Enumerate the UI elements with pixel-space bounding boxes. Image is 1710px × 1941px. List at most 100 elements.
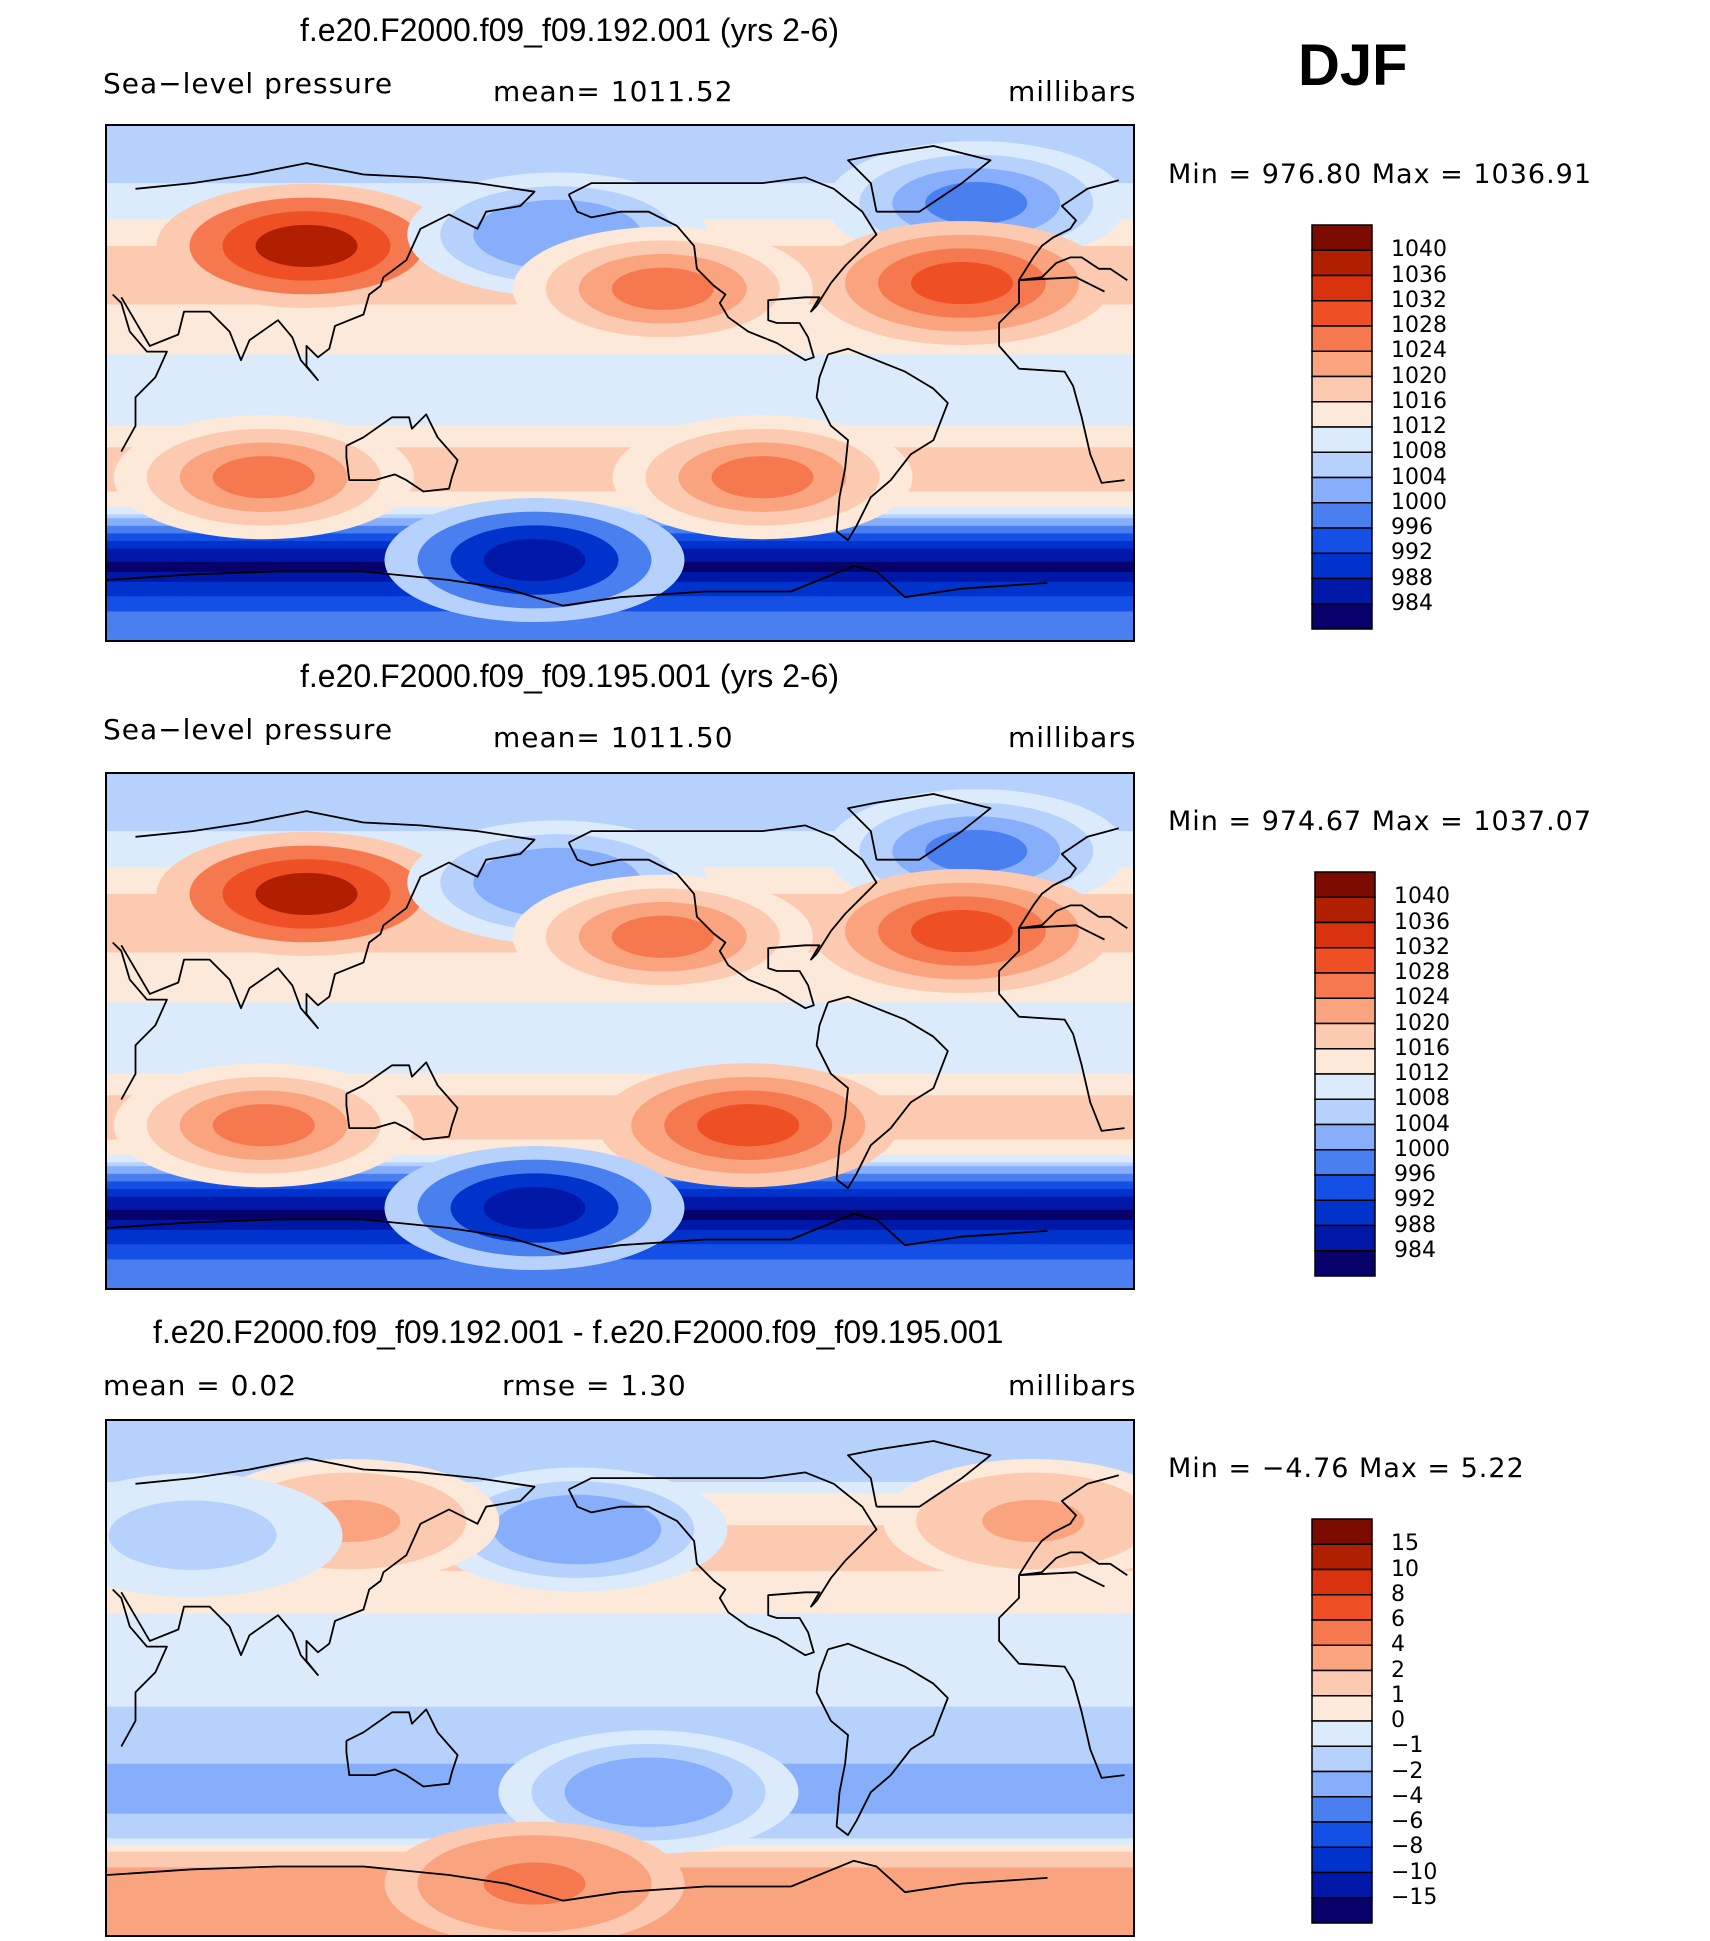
zonal-band [107, 390, 1133, 398]
panel1-variable-label: Sea−level pressure [103, 67, 394, 100]
zonal-band [107, 1283, 1133, 1288]
zonal-band [107, 1628, 1133, 1636]
zonal-band [107, 1440, 1133, 1451]
panel2-title: f.e20.F2000.f09_f09.195.001 (yrs 2-6) [300, 658, 840, 694]
continent-outline [847, 793, 992, 861]
colorbar-tick-label: 1000 [1391, 489, 1447, 515]
zonal-band [107, 802, 1133, 809]
zonal-band [107, 1620, 1133, 1629]
colorbar-box [1311, 249, 1373, 277]
colorbar-tick-label: 1036 [1391, 262, 1447, 288]
colorbar-box [1314, 1174, 1376, 1201]
zonal-band [107, 425, 1133, 434]
colorbar-tick-label: 8 [1391, 1581, 1405, 1607]
zonal-band [107, 1706, 1133, 1717]
colorbar-box [1311, 1695, 1373, 1722]
colorbar-box [1314, 972, 1376, 999]
colorbar-box [1311, 1594, 1373, 1621]
zonal-band [107, 779, 1133, 787]
colorbar-tick-label: 15 [1391, 1531, 1419, 1557]
colorbar-tick-label: 0 [1391, 1708, 1405, 1733]
continent-outline [567, 176, 878, 362]
zonal-band [107, 796, 1133, 804]
zonal-band [107, 630, 1133, 636]
zonal-band [107, 1725, 1133, 1736]
colorbar-tick-label: 1028 [1391, 313, 1447, 338]
zonal-band [107, 1649, 1133, 1658]
zonal-band [107, 1088, 1133, 1096]
zonal-band [107, 1687, 1133, 1698]
colorbar-tick-label: 996 [1394, 1162, 1436, 1187]
colorbar-box [1314, 1073, 1376, 1100]
colorbar-box [1311, 1821, 1373, 1848]
colorbar-box [1311, 1568, 1373, 1596]
colorbar-box [1314, 1224, 1376, 1252]
panel2-colorbar: 1040 1036 1032 1028 1024 1020 1016 1012 1008 1004… [1314, 871, 1494, 1279]
zonal-band [107, 1066, 1133, 1075]
colorbar-box [1311, 527, 1373, 554]
colorbar-box [1311, 401, 1373, 428]
zonal-band [107, 1697, 1133, 1708]
pressure-center [612, 415, 913, 540]
colorbar-box [1311, 552, 1373, 580]
continent-outline [815, 347, 949, 541]
continent-outline [120, 1457, 1128, 1676]
colorbar-box [1314, 1098, 1376, 1126]
continent-outline [847, 1440, 992, 1508]
colorbar-tick-label: 1016 [1391, 388, 1447, 414]
zonal-band [107, 1716, 1133, 1727]
colorbar-box [1311, 451, 1373, 479]
zonal-band [107, 611, 1133, 617]
zonal-band [107, 143, 1133, 150]
colorbar-tick-label: −8 [1391, 1834, 1424, 1860]
colorbar-tick-label: 1012 [1391, 414, 1447, 439]
colorbar-box [1311, 1518, 1373, 1545]
zonal-band [107, 1678, 1133, 1689]
coastlines [107, 1440, 1128, 1902]
colorbar-box [1311, 426, 1373, 453]
zonal-band [107, 1613, 1133, 1622]
zonal-band [107, 411, 1133, 420]
coastlines [107, 145, 1128, 607]
zonal-band [107, 635, 1133, 640]
colorbar-box [1311, 1720, 1373, 1747]
colorbar-tick-label: 992 [1391, 540, 1433, 566]
zonal-band [107, 397, 1133, 406]
colorbar-tick-label: 1004 [1391, 464, 1447, 490]
pressure-center [113, 1063, 414, 1188]
colorbar-box [1314, 1250, 1376, 1277]
panel2-units-label: millibars [1008, 721, 1137, 754]
zonal-band [107, 1021, 1133, 1032]
colorbar-tick-label: 1012 [1394, 1061, 1450, 1086]
colorbar-tick-label: 1008 [1394, 1086, 1450, 1112]
colorbar-tick-label: 984 [1394, 1237, 1436, 1263]
continent-outline [815, 1642, 949, 1836]
continent-outline [567, 1471, 878, 1657]
zonal-band [107, 625, 1133, 632]
zonal-band [107, 506, 1133, 512]
continent-outline [120, 162, 1128, 381]
pressure-center [427, 1467, 728, 1592]
colorbar-box [1311, 603, 1373, 630]
zonal-band [107, 1663, 1133, 1672]
zonal-band [107, 131, 1133, 139]
colorbar-box [1311, 350, 1373, 378]
continent-outline [112, 924, 1125, 1132]
colorbar-tick-label: 1008 [1391, 439, 1447, 465]
colorbar-tick-label: 1024 [1394, 985, 1450, 1011]
colorbar-box [1311, 375, 1373, 403]
zonal-band [107, 160, 1133, 169]
continent-outline [112, 1571, 1125, 1779]
colorbar-tick-label: 1004 [1394, 1111, 1450, 1137]
colorbar-tick-label: −4 [1391, 1783, 1424, 1809]
zonal-band [107, 432, 1133, 441]
colorbar-tick-label: 10 [1391, 1556, 1419, 1582]
zonal-band [107, 404, 1133, 413]
zonal-band [107, 785, 1133, 792]
colorbar-tick-label: 984 [1391, 590, 1433, 616]
zonal-band [107, 383, 1133, 391]
zonal-band [107, 1264, 1133, 1270]
zonal-band [107, 1670, 1133, 1679]
zonal-band [107, 620, 1133, 627]
continent-outline [345, 1061, 459, 1141]
